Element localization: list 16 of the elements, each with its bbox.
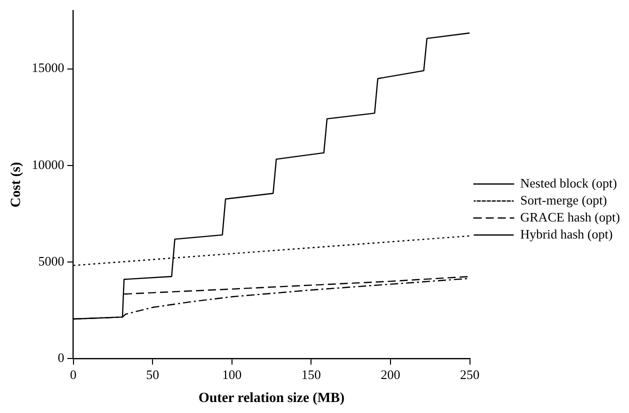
x-tick-label: 150 (301, 366, 321, 382)
x-tick-label: 200 (380, 366, 400, 382)
x-tick-label: 0 (70, 366, 77, 382)
y-axis-title: Cost (s) (9, 162, 24, 208)
y-tick-label: 10000 (32, 156, 64, 172)
legend-label: Sort-merge (opt) (520, 192, 608, 208)
y-tick-label: 0 (58, 350, 64, 366)
legend-label: Hybrid hash (opt) (520, 226, 613, 242)
x-tick-label: 50 (146, 366, 160, 382)
y-tick-label: 15000 (32, 60, 64, 76)
y-tick-label: 5000 (38, 253, 64, 268)
legend-label: GRACE hash (opt) (520, 209, 620, 224)
x-tick-label: 250 (460, 366, 480, 382)
x-tick-label: 100 (222, 366, 242, 382)
legend-label: Nested block (opt) (520, 175, 618, 190)
x-axis-title: Outer relation size (MB) (198, 391, 345, 406)
